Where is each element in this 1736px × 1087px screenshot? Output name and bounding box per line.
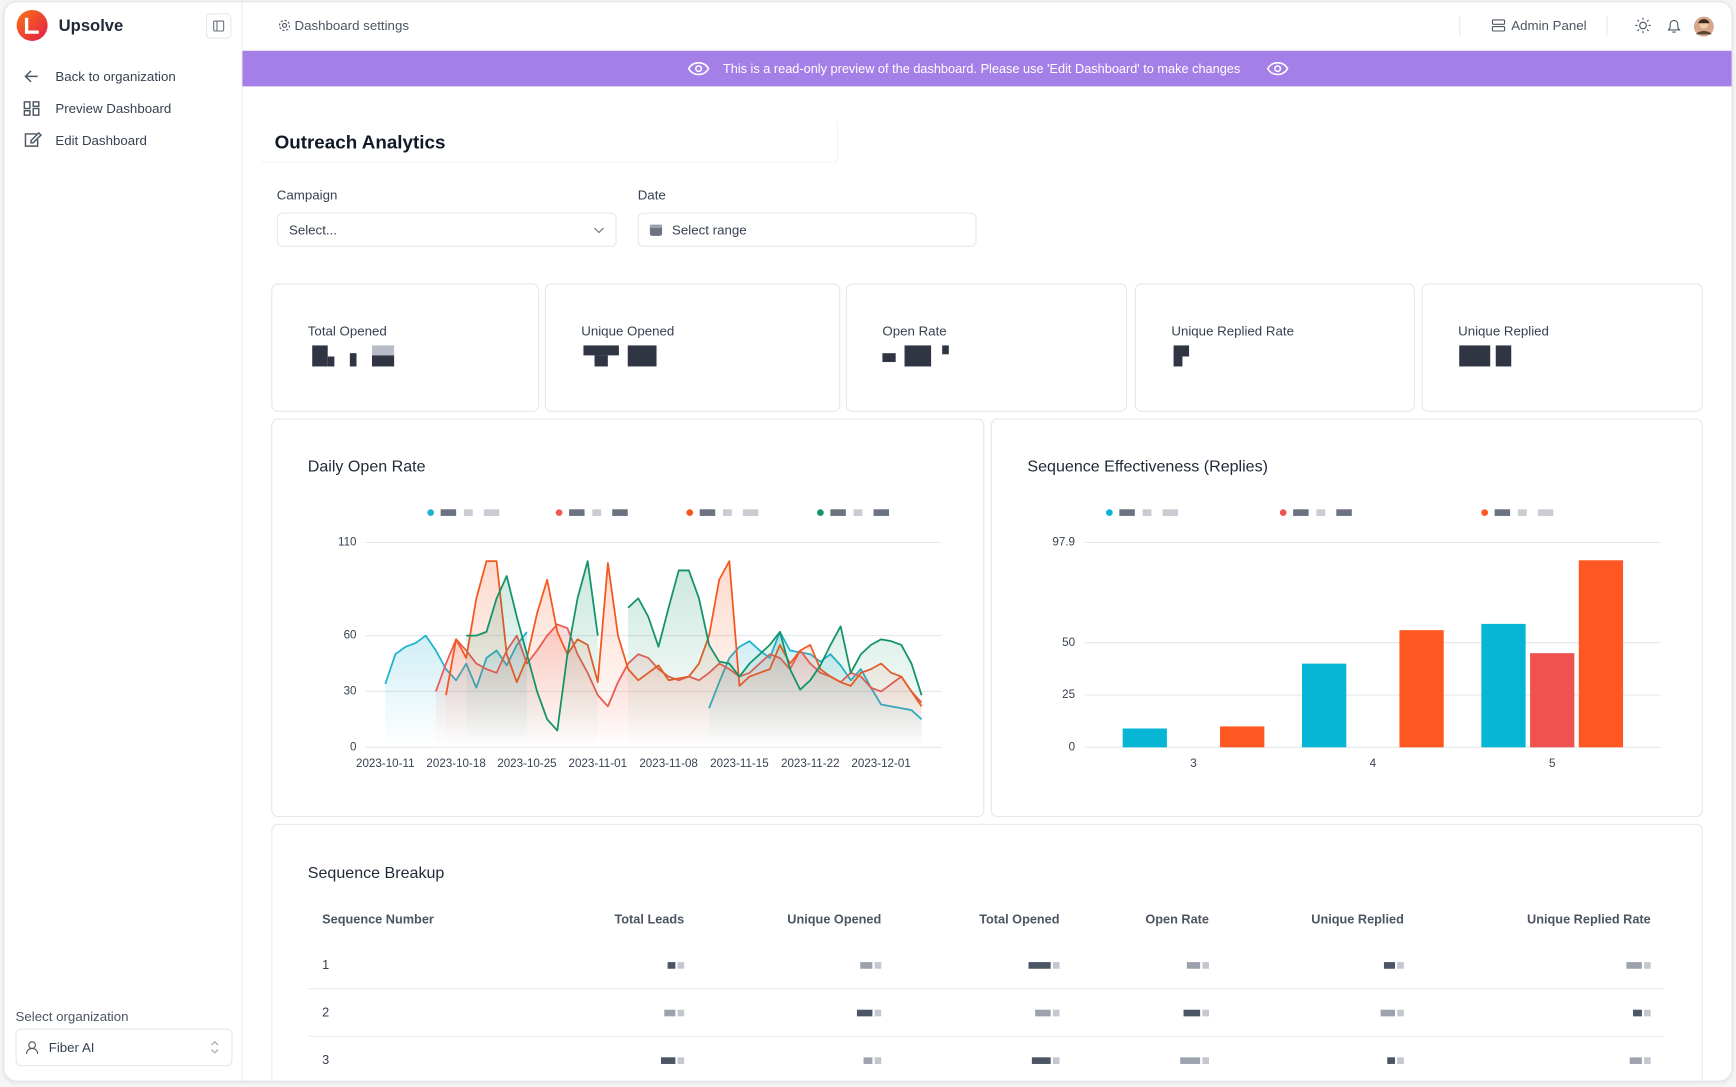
avatar[interactable] <box>1693 15 1715 37</box>
logo <box>16 9 48 41</box>
org-name: Fiber AI <box>48 1039 95 1056</box>
kpi-label: Total Opened <box>307 323 387 339</box>
campaign-select[interactable]: Select... <box>276 212 617 247</box>
title-card: Outreach Analytics <box>261 119 839 163</box>
kpi-card: Total Opened <box>271 283 540 412</box>
dashboard-title: Outreach Analytics <box>274 131 446 153</box>
chart-card <box>271 418 985 818</box>
nav-item[interactable]: Preview Dashboard <box>55 100 172 117</box>
placeholder: Select... <box>288 222 337 239</box>
nav-item[interactable]: Edit Dashboard <box>55 132 147 149</box>
banner-text: This is a read-only preview of the dashb… <box>722 63 1241 77</box>
nav-icons <box>23 70 42 147</box>
brand: Upsolve <box>58 16 124 36</box>
filter-label: Campaign <box>276 187 338 203</box>
divider <box>1606 15 1608 36</box>
banner: This is a read-only preview of the dashb… <box>242 50 1732 87</box>
nav-item[interactable]: Back to organization <box>55 68 176 85</box>
kpi-card: Unique Replied Rate <box>1134 283 1415 412</box>
divider <box>1459 15 1461 36</box>
kpi-card: Open Rate <box>845 283 1128 412</box>
kpi-card: Unique Opened <box>544 283 841 412</box>
table-card: Sequence Breakup <box>271 823 1703 1081</box>
org-select[interactable]: Fiber AI <box>15 1028 233 1067</box>
kpi-label: Unique Replied Rate <box>1171 323 1294 339</box>
org-label: Select organization <box>15 1008 129 1025</box>
kpi-label: Unique Replied <box>1458 323 1549 339</box>
collapse-button[interactable] <box>205 13 232 39</box>
date-picker[interactable]: Select range <box>637 212 977 247</box>
admin-link[interactable]: Admin Panel <box>1511 17 1587 34</box>
notifications[interactable] <box>1665 17 1683 35</box>
kpi-card: Unique Replied <box>1421 283 1703 412</box>
kpi-label: Unique Opened <box>581 323 675 339</box>
placeholder: Select range <box>672 222 747 239</box>
kpi-label: Open Rate <box>882 323 947 339</box>
table-title: Sequence Breakup <box>307 864 445 883</box>
settings-link[interactable]: Dashboard settings <box>294 17 409 34</box>
filter-label: Date <box>637 187 666 203</box>
chart-card <box>990 418 1703 818</box>
topbar: Dashboard settings Admin Panel <box>242 2 1732 51</box>
sidebar: Upsolve Back to organization Preview Das… <box>4 2 243 1081</box>
theme-toggle[interactable] <box>1634 17 1652 35</box>
